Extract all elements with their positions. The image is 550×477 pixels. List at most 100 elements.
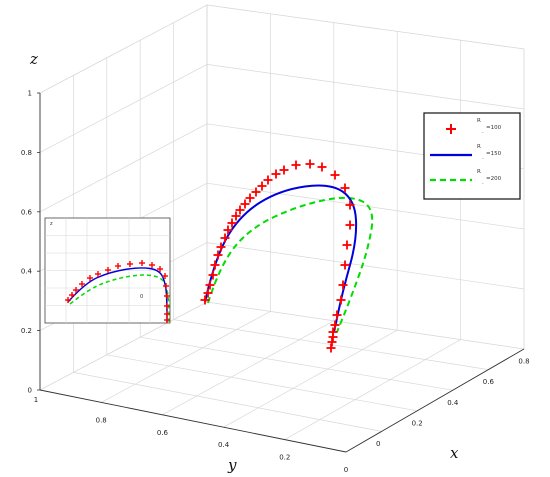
series-marker-r100 <box>205 280 215 290</box>
axes <box>39 93 525 453</box>
series-marker-r100 <box>223 225 233 235</box>
y-tick-label: 1 <box>34 396 38 404</box>
series-marker-r100 <box>73 287 79 293</box>
legend-symbol: R <box>477 118 481 124</box>
series-marker-r100 <box>162 273 168 279</box>
z-tick-label: 1 <box>28 90 32 98</box>
legend-value: =150 <box>486 151 502 157</box>
series-line-r150 <box>204 184 358 333</box>
legend-value: =200 <box>486 176 502 182</box>
grid-floor-y <box>162 320 334 416</box>
series-marker-r100 <box>213 250 223 260</box>
series-marker-r100 <box>328 332 338 342</box>
series-marker-r100 <box>332 310 342 320</box>
series-marker-r100 <box>210 260 220 270</box>
grid-z-right <box>206 182 525 230</box>
inset-zero-label: 0 <box>140 294 143 300</box>
legend-subscript: · <box>482 130 484 136</box>
series-marker-r100 <box>263 175 273 185</box>
series-marker-r100 <box>326 343 336 353</box>
z-tick-label: 0 <box>28 387 32 395</box>
x-tick-label: 0.8 <box>518 358 529 366</box>
series-marker-r100 <box>139 260 145 266</box>
z-tick-label: 0.6 <box>21 208 33 216</box>
x-tick-label: 0 <box>376 440 380 448</box>
series-marker-r100 <box>115 263 121 269</box>
series-marker-r100 <box>157 266 163 272</box>
series-marker-r100 <box>330 320 340 330</box>
series-marker-r100 <box>227 218 237 228</box>
inset-z-label: z <box>50 221 53 227</box>
grid-floor-y <box>223 329 398 428</box>
series-marker-r100 <box>235 205 245 215</box>
z-tick-label: 0.4 <box>21 268 33 276</box>
series-marker-r100 <box>200 295 210 305</box>
grid-floor-x <box>140 336 453 391</box>
series-marker-r100 <box>291 160 301 170</box>
series-marker-r100 <box>164 311 170 317</box>
legend-symbol: R <box>477 144 481 150</box>
grid-z-left <box>39 123 208 213</box>
series-marker-r100 <box>317 162 327 172</box>
series-marker-r100 <box>251 187 261 197</box>
y-tick-label: 0.4 <box>218 441 230 449</box>
series-marker-r100 <box>208 270 218 280</box>
series-marker-r100 <box>245 193 255 203</box>
x-tick-label: 0.2 <box>412 419 423 427</box>
series-marker-r100 <box>330 170 340 180</box>
series-marker-r100 <box>257 181 267 191</box>
legend-subscript: · <box>482 181 484 187</box>
grid-z-right <box>206 64 525 110</box>
x-axis-label: x <box>450 444 459 462</box>
y-axis-label: y <box>227 456 237 474</box>
grid-floor-x <box>106 354 418 412</box>
series-marker-r100 <box>95 271 101 277</box>
z-axis-label: z <box>29 50 38 68</box>
x-tick-label: 0.6 <box>483 378 495 386</box>
y-tick-label: 0.8 <box>96 416 107 424</box>
series-marker-r100 <box>345 220 355 230</box>
grid-floor-y <box>101 311 271 403</box>
back-wall-left <box>39 4 208 391</box>
legend-symbol: R <box>477 169 481 175</box>
y-tick-label: 0.2 <box>279 454 290 462</box>
series-marker-r100 <box>305 159 315 169</box>
series-marker-r100 <box>163 283 169 289</box>
grid-floor-y <box>284 339 461 440</box>
x-tick-label: 0.4 <box>447 399 459 407</box>
series-marker-r100 <box>345 200 355 210</box>
series-marker-r100 <box>240 199 250 209</box>
series-marker-r100 <box>271 169 281 179</box>
inset-line-r200 <box>69 274 170 322</box>
series-marker-r100 <box>220 233 230 243</box>
y-tick-label: 0.6 <box>157 429 169 437</box>
y-tick-label: 0 <box>344 466 348 474</box>
series-marker-r100 <box>336 295 346 305</box>
series-marker-r100 <box>164 303 170 309</box>
legend-subscript: · <box>482 156 484 162</box>
series-marker-r100 <box>203 288 213 298</box>
series-marker-r100 <box>149 262 155 268</box>
grid-z-left <box>39 64 208 153</box>
series-marker-r100 <box>279 165 289 175</box>
series-marker-r100 <box>338 280 348 290</box>
series-marker-r100 <box>65 297 71 303</box>
tick-labels: 0 0.2 0.4 0.6 0.8 1 1 0.8 0.6 0.4 0.2 0 0 0.2 0.4 0.6 0.… <box>21 90 530 475</box>
series-marker-r100 <box>340 260 350 270</box>
legend-value: =100 <box>486 125 502 131</box>
z-tick-label: 0.8 <box>21 149 32 157</box>
series-marker-r100 <box>127 261 133 267</box>
grid-floor-x <box>73 372 382 432</box>
series-marker-r100 <box>342 240 352 250</box>
series-marker-r100 <box>164 317 170 323</box>
series-marker-r100 <box>105 267 111 273</box>
z-tick-label: 0.2 <box>21 327 32 335</box>
series-marker-r100 <box>69 292 75 298</box>
series-lines <box>200 159 374 353</box>
y-axis-line <box>39 389 347 453</box>
series-marker-r100 <box>231 211 241 221</box>
series-marker-r100 <box>216 242 226 252</box>
series-marker-r100 <box>87 275 93 281</box>
